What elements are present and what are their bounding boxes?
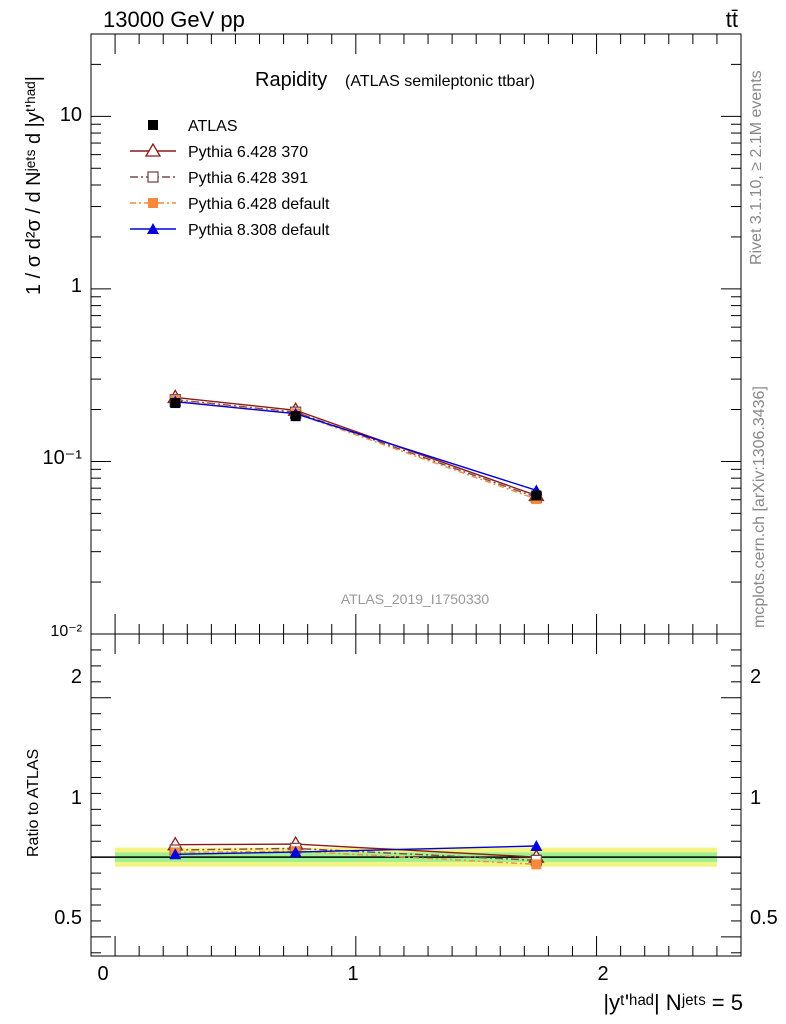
data-point [290, 411, 301, 422]
series-layer [167, 389, 545, 870]
ratio-y-axis-label: Ratio to ATLAS [25, 749, 42, 857]
x-tick-label-0: 0 [97, 963, 108, 985]
ratio-point [531, 859, 542, 870]
legend-marker [148, 120, 158, 130]
legend-marker [144, 142, 162, 157]
legend-marker [147, 223, 159, 234]
series-line [175, 400, 537, 492]
y-tick-label-0.01: 10⁻² [50, 623, 82, 640]
series-0 [170, 398, 542, 501]
x-tick-label-2: 2 [597, 963, 608, 985]
mcplots-label: mcplots.cern.ch [arXiv:1306.3436] [751, 386, 768, 628]
ratio-tick-label-right-0.5: 0.5 [750, 907, 778, 929]
ratio-point [289, 846, 302, 858]
ratio-tick-label-1: 1 [71, 787, 82, 809]
header-left: 13000 GeV pp [103, 7, 245, 32]
ratio-tick-label-right-2: 2 [750, 666, 761, 688]
legend-marker [148, 198, 158, 208]
chart-subtitle: (ATLAS semileptonic ttbar) [345, 73, 535, 90]
analysis-watermark: ATLAS_2019_I1750330 [341, 591, 490, 607]
legend: ATLAS Pythia 6.428 370 Pythia 6.428 391 Pyt… [130, 118, 330, 239]
y-axis-label: 1 / σ d²σ / d Nʲᵉᵗˢ d |yᵗ'ʰᵃᵈ| [23, 76, 45, 295]
legend-label: Pythia 6.428 370 [188, 144, 308, 161]
rivet-label: Rivet 3.1.10, ≥ 2.1M events [748, 70, 765, 265]
x-axis-label: |yᵗ'ʰᵃᵈ| Nʲᵉᵗˢ = 5 [603, 990, 743, 1015]
y-tick-label-10: 10 [60, 104, 82, 126]
ratio-tick-label-right-1: 1 [750, 787, 761, 809]
header-right: tt̄ [726, 7, 738, 32]
legend-label: Pythia 8.308 default [188, 222, 330, 239]
legend-label: Pythia 6.428 default [188, 196, 330, 213]
y-tick-label-1: 1 [71, 275, 82, 297]
data-point [170, 398, 181, 409]
legend-label: Pythia 6.428 391 [188, 170, 308, 187]
chart-title: Rapidity [255, 69, 327, 91]
ratio-tick-label-0.5: 0.5 [54, 907, 82, 929]
ratio-frame [90, 633, 742, 957]
series-line [175, 396, 537, 497]
series-line [175, 398, 537, 498]
data-point [531, 490, 542, 501]
ratio-line [175, 850, 537, 866]
legend-label: ATLAS [188, 118, 238, 135]
legend-marker [147, 171, 159, 183]
x-tick-label-1: 1 [347, 963, 358, 985]
ratio-point [169, 848, 182, 860]
series-line [175, 399, 537, 500]
ratio-point [530, 840, 543, 852]
y-tick-label-0.1: 10⁻¹ [43, 447, 83, 469]
ratio-tick-label-2: 2 [71, 666, 82, 688]
